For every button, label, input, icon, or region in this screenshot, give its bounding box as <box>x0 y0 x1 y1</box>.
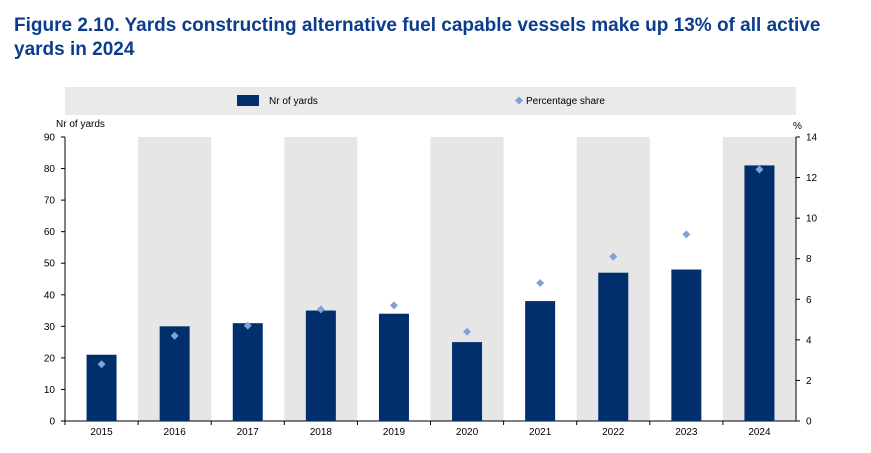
bar-2021 <box>525 301 556 421</box>
x-tick-label: 2017 <box>237 427 260 438</box>
left-tick-label: 40 <box>44 290 56 301</box>
left-tick-label: 60 <box>44 227 56 238</box>
percentage-marker-2019 <box>389 301 398 310</box>
bar-2022 <box>598 272 629 421</box>
percentage-marker-2020 <box>463 327 472 336</box>
x-tick-label: 2021 <box>529 427 552 438</box>
bar-2020 <box>452 342 483 421</box>
left-tick-label: 10 <box>44 385 56 396</box>
percentage-marker-2021 <box>536 279 545 288</box>
right-tick-label: 4 <box>806 335 812 346</box>
bar-2024 <box>744 165 775 421</box>
y-axis-right-title: % <box>793 121 802 132</box>
right-tick-label: 2 <box>806 376 812 387</box>
x-tick-label: 2020 <box>456 427 479 438</box>
x-tick-label: 2022 <box>602 427 625 438</box>
legend: Nr of yards Percentage share <box>65 87 796 115</box>
percentage-marker-2022 <box>609 252 618 261</box>
bar-2023 <box>671 269 702 421</box>
legend-label-percentage: Percentage share <box>526 96 605 107</box>
percentage-marker-2015 <box>97 360 106 369</box>
left-tick-label: 70 <box>44 196 56 207</box>
percentage-marker-2023 <box>682 230 691 239</box>
x-tick-label: 2016 <box>164 427 187 438</box>
left-tick-label: 20 <box>44 353 56 364</box>
y-axis-left-title: Nr of yards <box>56 119 105 130</box>
x-tick-label: 2024 <box>748 427 771 438</box>
right-tick-label: 0 <box>806 417 812 428</box>
bar-2016 <box>159 326 190 421</box>
bar-2019 <box>378 313 409 421</box>
legend-swatch-bars <box>237 95 259 106</box>
legend-label-bars: Nr of yards <box>269 96 318 107</box>
percentage-marker-2024 <box>755 165 764 174</box>
percentage-marker-2016 <box>170 331 179 340</box>
left-tick-label: 0 <box>49 417 55 428</box>
legend-swatch-percentage <box>515 96 523 105</box>
percentage-marker-2017 <box>243 321 252 330</box>
x-tick-label: 2019 <box>383 427 406 438</box>
bar-2018 <box>305 310 336 421</box>
left-tick-label: 50 <box>44 259 56 270</box>
x-tick-label: 2018 <box>310 427 333 438</box>
left-tick-label: 90 <box>44 133 56 144</box>
right-tick-label: 6 <box>806 295 812 306</box>
legend-background <box>65 87 796 115</box>
right-tick-label: 8 <box>806 254 812 265</box>
right-tick-label: 12 <box>806 173 818 184</box>
x-tick-label: 2015 <box>90 427 113 438</box>
right-tick-label: 10 <box>806 214 818 225</box>
right-tick-label: 14 <box>806 133 818 144</box>
left-tick-label: 30 <box>44 322 56 333</box>
percentage-marker-2018 <box>316 305 325 314</box>
left-tick-label: 80 <box>44 164 56 175</box>
bar-series <box>86 165 775 421</box>
bar-2017 <box>232 323 263 421</box>
page-title: Figure 2.10. Yards constructing alternat… <box>14 15 821 60</box>
x-tick-label: 2023 <box>675 427 698 438</box>
percentage-series <box>97 165 764 369</box>
